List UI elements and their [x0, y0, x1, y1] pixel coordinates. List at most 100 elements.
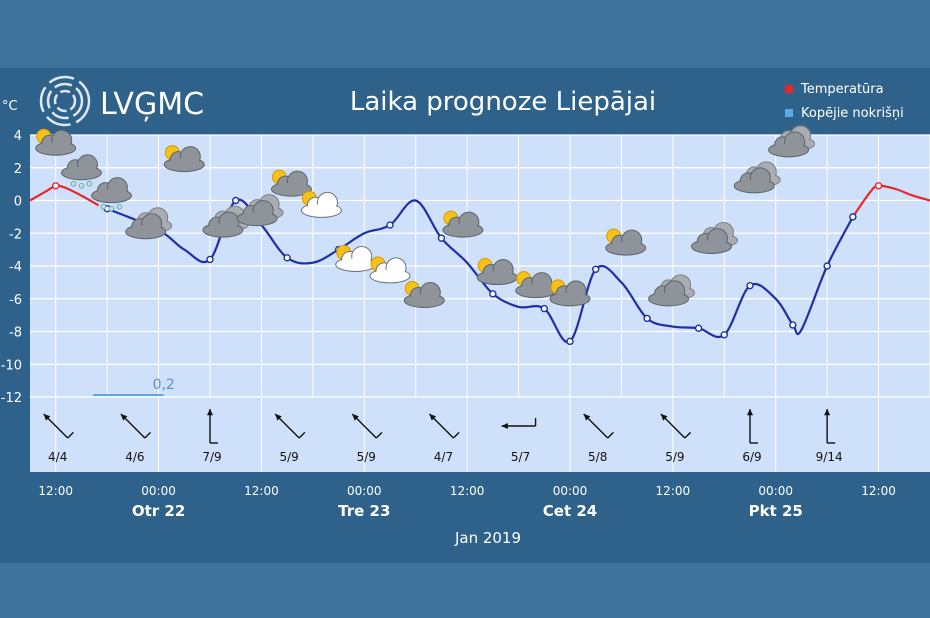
cloud-fill: [735, 179, 774, 192]
time-label: 00:00: [758, 484, 793, 498]
cloud-fill: [336, 258, 375, 271]
cloud-fill: [165, 158, 204, 171]
time-label: 12:00: [38, 484, 73, 498]
cloud-fill: [516, 284, 555, 297]
wind-arrow-head: [429, 413, 437, 421]
temperature-point: [823, 262, 831, 270]
temperature-point: [874, 182, 883, 190]
partly-cloudy-icon: [163, 145, 205, 173]
snow-drop: [70, 180, 77, 187]
wind-arrow-5: 4/7: [428, 413, 460, 464]
wind-arrow-8: 5/9: [660, 413, 692, 464]
y-tick-label: -6: [9, 293, 22, 308]
cloud-fill: [238, 212, 277, 225]
temperature-point: [386, 221, 394, 229]
wind-label: 6/9: [742, 450, 761, 464]
wind-arrow-4: 5/9: [351, 413, 383, 464]
wind-arrow-head: [746, 409, 754, 416]
bottom-band: [0, 563, 930, 618]
temperature-point: [52, 182, 60, 190]
wind-arrows: 4/4 4/6 7/9 5/9 5/9 4/7 5/7 5/8 5/9 6/9 9/14: [43, 409, 843, 464]
cloudy-icon: [690, 221, 738, 254]
y-tick-label: 0: [14, 195, 22, 210]
wind-label: 5/9: [665, 450, 684, 464]
wind-arrow-6: 5/7: [501, 418, 537, 464]
cloud-fill: [371, 269, 409, 282]
partly-cloudy-icon: [515, 271, 557, 299]
top-band: [0, 0, 930, 68]
y-axis-unit: °C: [2, 99, 18, 114]
temperature-line-2: [851, 184, 930, 218]
partly-cloudy-icon: [35, 128, 77, 156]
wind-arrow-7: 5/8: [583, 413, 614, 464]
snow-drop: [86, 180, 93, 187]
temperature-point: [566, 337, 574, 346]
cloudy-icon: [733, 161, 781, 194]
wind-arrow-barb: [607, 431, 614, 439]
partly-sunny-icon: [300, 190, 342, 218]
chart-title: Laika prognoze Liepājai: [350, 87, 656, 117]
time-label: 00:00: [347, 484, 382, 498]
cloud-fill: [36, 142, 75, 155]
day-label: Otr 22: [132, 502, 185, 520]
cloudy-icon: [648, 274, 696, 307]
wind-label: 5/9: [279, 450, 298, 464]
partly-sunny-icon: [335, 244, 377, 272]
time-label: 12:00: [244, 484, 279, 498]
wind-arrow-2: 7/9: [202, 409, 222, 464]
cloudy-icon: [768, 125, 816, 158]
temperature-point: [540, 304, 548, 313]
cloud-fill: [272, 183, 311, 196]
temperature-point: [232, 196, 240, 205]
wind-arrow-3: 5/9: [274, 413, 306, 464]
legend-label-precipitation: Kopējie nokrišņi: [801, 106, 904, 121]
temperature-point: [746, 281, 754, 290]
wind-arrow-head: [120, 413, 128, 421]
temperature-point: [283, 254, 291, 262]
wind-arrow-head: [501, 422, 508, 430]
snow-drop: [100, 203, 107, 210]
wind-arrow-1: 4/6: [120, 413, 152, 464]
partly-cloudy-icon: [476, 258, 518, 286]
y-tick-label: -10: [1, 358, 22, 373]
cloudy-icon: [125, 207, 173, 240]
cloud-fill: [443, 224, 482, 237]
wind-label: 4/4: [48, 450, 67, 464]
rain-snow-icon: [60, 154, 102, 189]
cloudy-icon: [236, 194, 284, 227]
wind-arrow-head: [206, 409, 214, 416]
partly-cloudy-icon: [403, 280, 445, 308]
temperature-point: [437, 234, 446, 242]
wind-label: 4/7: [434, 450, 453, 464]
y-axis-ticks: 4 2 0 -2 -4 -6 -8 -10 -12: [1, 129, 22, 406]
wind-label: 5/7: [511, 450, 530, 464]
legend-swatch-temperature: [785, 85, 793, 93]
temperature-point: [206, 255, 214, 264]
wind-arrow-head: [824, 409, 831, 416]
snow-drop: [78, 182, 85, 189]
y-tick-label: -8: [9, 326, 22, 341]
y-tick-label: 2: [14, 162, 22, 177]
wind-arrow-9: 6/9: [742, 409, 762, 464]
precipitation-label: 0,2: [153, 377, 175, 393]
rain-snow-icon: [90, 177, 132, 212]
y-tick-label: -4: [9, 260, 22, 275]
cloud-fill: [62, 166, 101, 179]
day-label: Pkt 25: [749, 502, 803, 520]
temperature-point: [720, 331, 728, 339]
month-label: Jan 2019: [454, 529, 521, 547]
temperature-point: [789, 321, 797, 329]
cloud-fill: [551, 292, 589, 305]
temperature-point: [592, 265, 600, 273]
temperature-point: [694, 324, 703, 332]
legend: Temperatūra Kopējie nokrišņi: [785, 82, 904, 121]
wind-arrow-0: 4/4: [43, 413, 74, 464]
wind-label: 7/9: [202, 450, 221, 464]
partly-cloudy-icon: [442, 210, 484, 238]
partly-cloudy-icon: [605, 228, 647, 256]
weather-icons: [35, 125, 816, 308]
time-label: 12:00: [861, 484, 896, 498]
y-tick-label: -12: [1, 391, 22, 406]
